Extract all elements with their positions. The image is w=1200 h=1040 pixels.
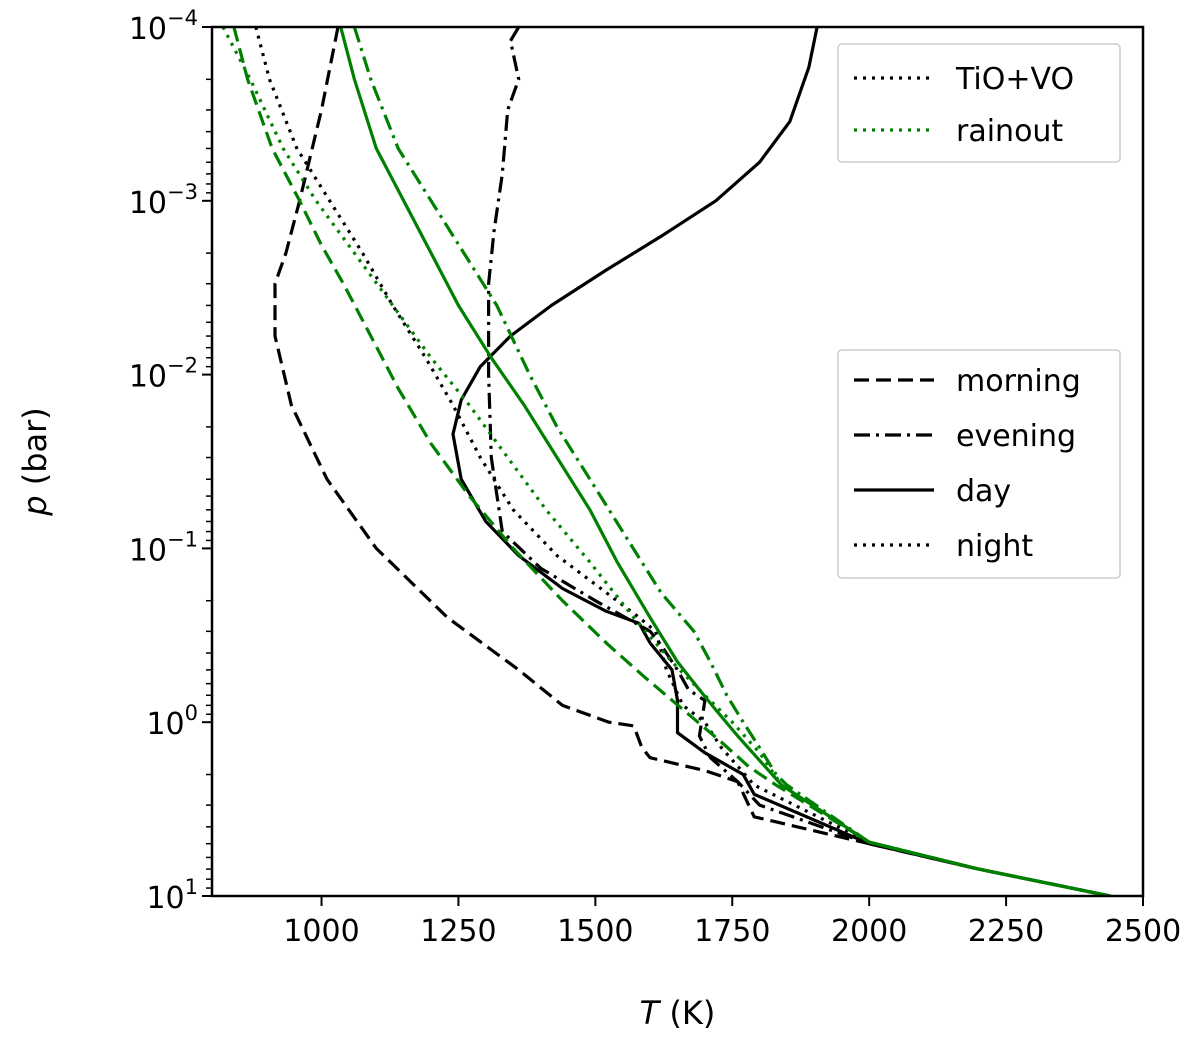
legend-region-box [837,349,1121,579]
y-tick-label: 10−3 [129,180,198,221]
y-axis-label: p (bar) [16,407,54,517]
legend-region-label-day: day [956,474,1011,509]
y-tick-label: 10−2 [129,354,198,395]
series-line-rainout-morning [232,27,1111,896]
x-tick-label: 1750 [694,914,770,949]
y-axis-label-unit: (bar) [16,407,54,495]
y-tick-label: 100 [146,701,198,742]
x-axis-label-unit: (K) [659,994,715,1032]
legend-region-label-night: night [956,529,1033,564]
x-tick-label: 1500 [557,914,633,949]
legend-region: morning evening day night [837,349,1121,579]
legend-model-box [837,43,1121,163]
legend-model-label-rainout: rainout [956,114,1063,149]
legend-region-label-morning: morning [956,364,1081,399]
x-tick-label: 2500 [1105,914,1181,949]
x-tick-label: 1000 [283,914,359,949]
y-axis: 10−4 10−3 10−2 10−1 100 101 [129,6,212,916]
legend-region-label-evening: evening [956,419,1076,454]
series-line-tio-vo-night [254,27,1111,896]
series-line-tio-vo-day [451,27,1111,896]
x-tick-label: 2000 [831,914,907,949]
y-tick-label: 10−4 [129,6,198,47]
x-axis-label-var: T [640,994,662,1032]
x-axis: 1000 1250 1500 1750 2000 2250 2500 [283,896,1181,949]
x-tick-label: 2250 [968,914,1044,949]
y-axis-label-var: p [16,495,54,516]
plot-lines [221,27,1111,896]
series-line-tio-vo-evening [487,27,1111,896]
series-line-rainout-evening [352,27,1111,896]
y-tick-label: 101 [146,875,198,916]
plot-frame [210,25,1145,898]
x-axis-label: T (K) [640,994,716,1032]
series-line-tio-vo-morning [273,27,1111,896]
legend-model: TiO+VO rainout [837,43,1121,163]
series-line-rainout-night [221,27,1111,896]
x-tick-label: 1250 [420,914,496,949]
y-tick-label: 10−1 [129,527,198,568]
legend-model-label-tio-vo: TiO+VO [955,62,1074,97]
